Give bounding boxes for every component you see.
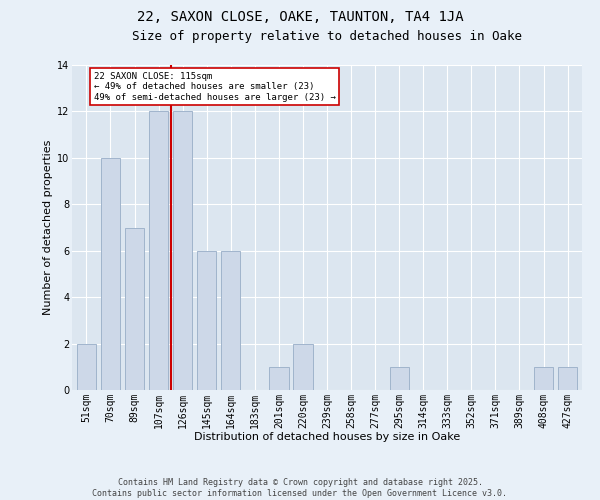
X-axis label: Distribution of detached houses by size in Oake: Distribution of detached houses by size …: [194, 432, 460, 442]
Bar: [173, 112, 192, 390]
Text: Contains HM Land Registry data © Crown copyright and database right 2025.
Contai: Contains HM Land Registry data © Crown c…: [92, 478, 508, 498]
Bar: [125, 228, 144, 390]
Bar: [534, 367, 553, 390]
Title: Size of property relative to detached houses in Oake: Size of property relative to detached ho…: [132, 30, 522, 43]
Bar: [197, 250, 217, 390]
Bar: [389, 367, 409, 390]
Bar: [101, 158, 120, 390]
Bar: [221, 250, 241, 390]
Bar: [558, 367, 577, 390]
Y-axis label: Number of detached properties: Number of detached properties: [43, 140, 53, 315]
Text: 22, SAXON CLOSE, OAKE, TAUNTON, TA4 1JA: 22, SAXON CLOSE, OAKE, TAUNTON, TA4 1JA: [137, 10, 463, 24]
Bar: [293, 344, 313, 390]
Text: 22 SAXON CLOSE: 115sqm
← 49% of detached houses are smaller (23)
49% of semi-det: 22 SAXON CLOSE: 115sqm ← 49% of detached…: [94, 72, 335, 102]
Bar: [149, 112, 168, 390]
Bar: [77, 344, 96, 390]
Bar: [269, 367, 289, 390]
